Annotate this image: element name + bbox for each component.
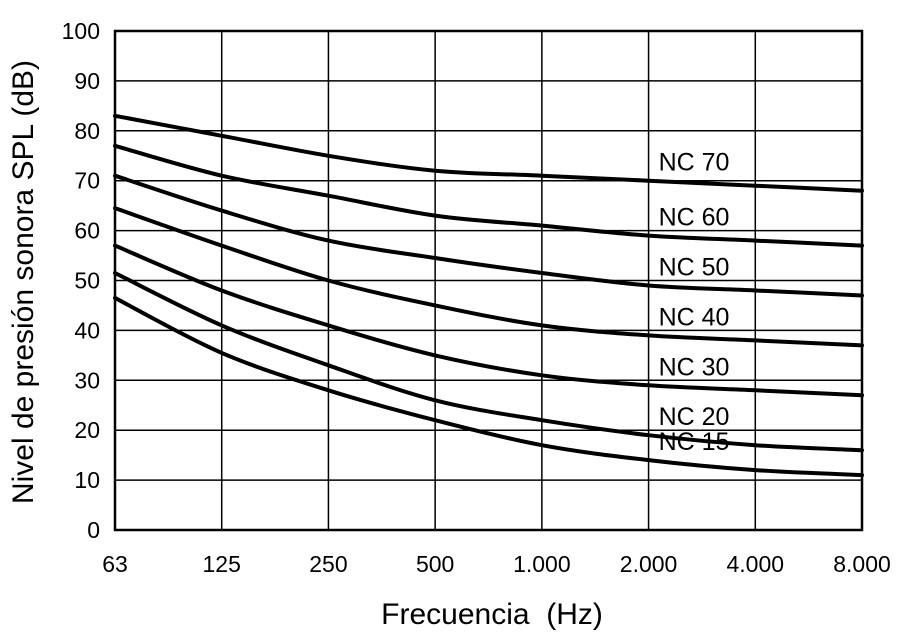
curve-label-nc-15: NC 15 [659,428,730,456]
curve-nc-20 [113,271,864,453]
y-tick-label: 20 [74,417,100,443]
y-tick-label: 70 [74,168,100,194]
y-tick-label: 100 [62,18,100,44]
x-tick-label: 63 [102,551,128,577]
curve-nc-60 [113,143,864,248]
x-tick-label: 250 [309,551,347,577]
x-tick-label: 4.000 [727,551,785,577]
curve-label-nc-30: NC 30 [659,353,730,381]
y-tick-labels: 0 10 20 30 40 50 60 70 80 90 100 [62,18,100,543]
grid [114,30,863,531]
x-axis-title: Frecuencia (Hz) [381,598,603,631]
y-axis-title: Nivel de presión sonora SPL (dB) [7,60,40,504]
y-tick-label: 80 [74,118,100,144]
x-tick-labels: 63 125 250 500 1.000 2.000 4.000 8.000 [102,551,891,577]
plot-frame [113,29,864,532]
x-tick-label: 1.000 [513,551,571,577]
curve-nc-40 [113,206,864,348]
x-tick-label: 500 [416,551,454,577]
curves [113,113,864,478]
y-tick-label: 0 [87,517,100,543]
curve-label-nc-70: NC 70 [659,149,730,177]
x-tick-label: 2.000 [620,551,678,577]
curve-label-nc-40: NC 40 [659,303,730,331]
y-tick-label: 30 [74,367,100,393]
y-tick-label: 40 [74,317,100,343]
y-tick-label: 60 [74,218,100,244]
y-tick-label: 90 [74,68,100,94]
curve-label-nc-20: NC 20 [659,403,730,431]
curve-nc-70 [113,113,864,193]
x-tick-label: 125 [203,551,241,577]
y-tick-label: 10 [74,467,100,493]
curve-nc-30 [113,243,864,398]
curve-label-nc-60: NC 60 [659,204,730,232]
x-tick-label: 8.000 [833,551,891,577]
curve-nc-50 [113,173,864,298]
curve-label-nc-50: NC 50 [659,253,730,281]
curve-nc-15 [113,295,864,478]
y-tick-label: 50 [74,268,100,294]
